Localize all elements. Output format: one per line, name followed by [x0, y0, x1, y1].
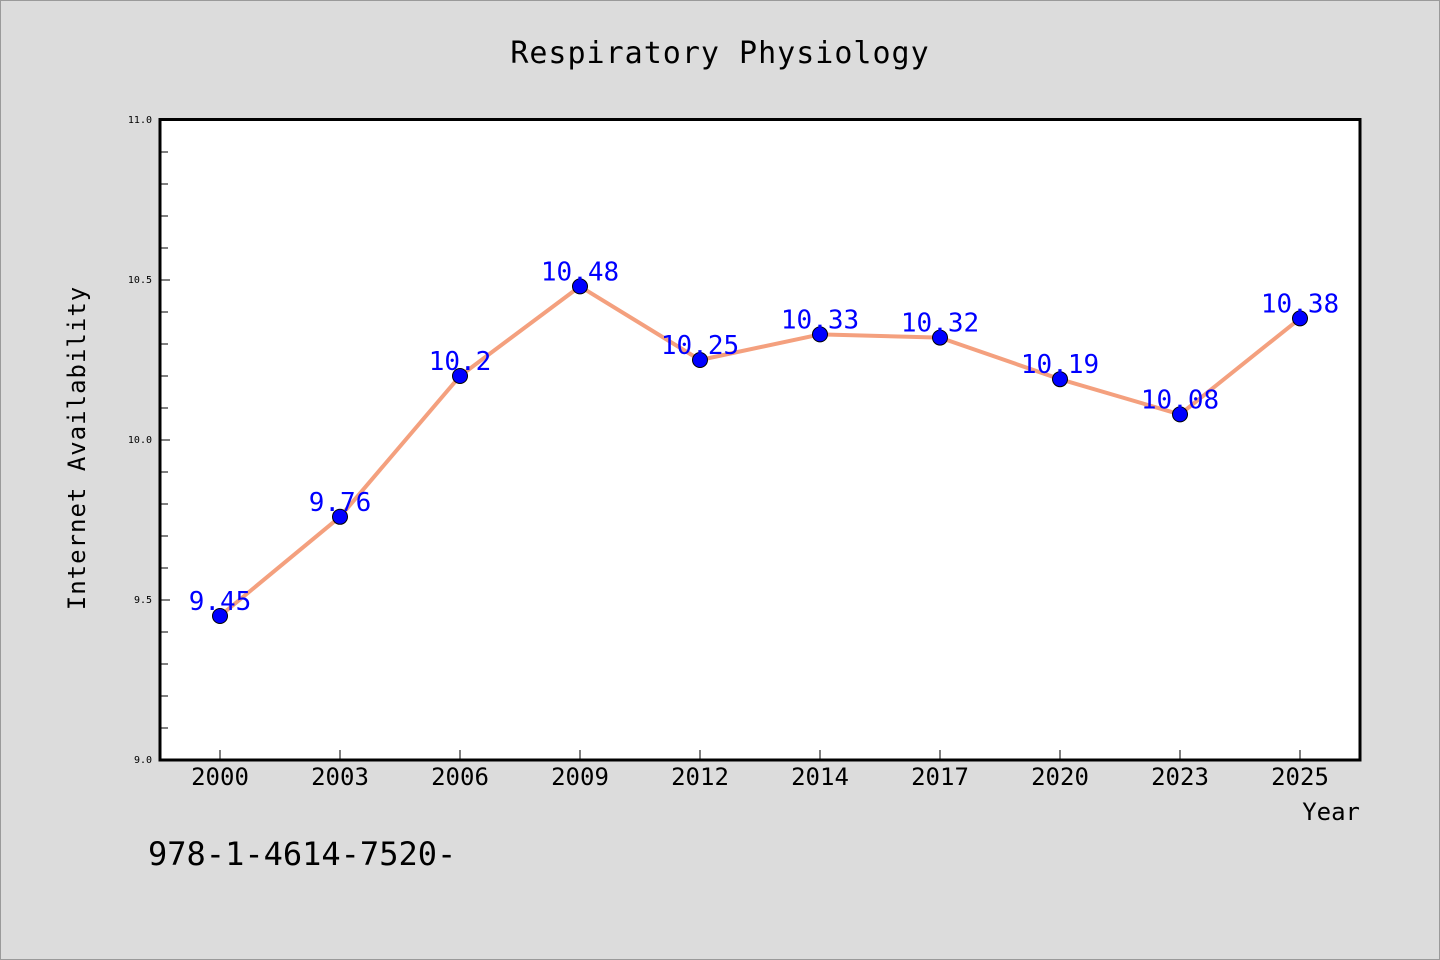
x-tick-label: 2000	[191, 763, 249, 791]
y-tick-label: 9.0	[134, 755, 152, 766]
data-labels: 9.45 9.76 10.2 10.48 10.25 10.33 10.32 10.19 10.…	[189, 257, 1339, 617]
x-tick-label: 2020	[1031, 763, 1089, 791]
x-tick-label: 2009	[551, 763, 609, 791]
data-label: 10.25	[661, 331, 739, 361]
data-point	[1052, 371, 1068, 388]
series-line-group	[218, 284, 1302, 618]
footer-text: 978-1-4614-7520-	[148, 835, 456, 873]
data-label: 10.33	[781, 305, 859, 335]
data-label: 10.2	[429, 347, 492, 377]
x-tick-label: 2023	[1151, 763, 1209, 791]
series-line	[218, 284, 1302, 618]
data-point	[212, 608, 228, 624]
x-tick-label: 2006	[431, 763, 489, 791]
x-axis-label: Year	[1302, 798, 1360, 826]
data-point	[1292, 310, 1308, 327]
x-tick-label: 2012	[671, 763, 729, 791]
data-label: 9.45	[189, 587, 252, 617]
data-point	[332, 508, 348, 525]
data-point	[692, 352, 708, 368]
data-label: 10.19	[1021, 350, 1099, 380]
y-axis-ticks: 9.0 9.5 10.0 10.5 11.0	[128, 115, 170, 766]
data-point	[812, 326, 828, 343]
x-tick-label: 2003	[311, 763, 369, 791]
data-label: 10.32	[901, 309, 979, 339]
data-point	[1172, 406, 1188, 423]
x-tick-label: 2017	[911, 763, 969, 791]
data-label: 10.08	[1141, 385, 1219, 415]
data-point	[572, 278, 588, 295]
data-label: 10.48	[541, 257, 619, 287]
data-point	[452, 368, 468, 384]
data-label: 10.38	[1261, 289, 1339, 319]
data-point	[932, 329, 948, 346]
chart-title: Respiratory Physiology	[510, 36, 929, 71]
y-tick-label: 10.0	[128, 435, 152, 446]
y-tick-label: 11.0	[128, 115, 152, 126]
data-points	[212, 278, 1308, 624]
x-tick-label: 2025	[1271, 763, 1329, 791]
x-axis-ticks: 2000 2003 2006 2009 2012 2014 2017 2020 2023 2025	[191, 750, 1329, 791]
x-tick-label: 2014	[791, 763, 849, 791]
data-label: 9.76	[309, 488, 372, 518]
y-tick-label: 10.5	[128, 275, 152, 286]
plot-area	[158, 118, 1362, 762]
y-axis-label: Internet Availability	[63, 286, 91, 610]
y-tick-label: 9.5	[134, 595, 152, 606]
